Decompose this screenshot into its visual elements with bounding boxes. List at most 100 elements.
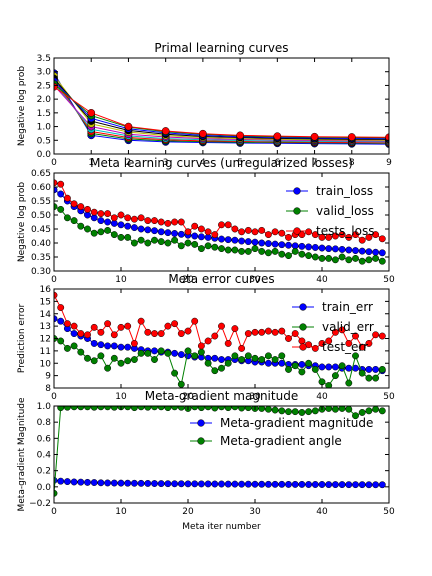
x-tick-label: 30: [249, 507, 261, 517]
y-tick-label: 1.5: [37, 109, 51, 119]
series-2-point: [331, 372, 339, 380]
x-tick-label: 8: [349, 158, 355, 168]
series-2-point: [57, 337, 65, 345]
y-tick-label: 1.0: [37, 402, 52, 412]
series-3-point: [63, 194, 71, 202]
panels: 0 1 2 3 4 5 6 7 8 90.00.51.01.52.02.53.03.5Primal…: [17, 41, 395, 532]
series-3-point: [238, 344, 246, 352]
series-3-point: [177, 330, 185, 337]
series-2-point: [224, 246, 232, 254]
x-tick-label: 30: [249, 275, 261, 285]
series-1-point: [231, 236, 239, 244]
series-2-point: [130, 356, 138, 363]
series-3-point: [90, 208, 98, 216]
x-axis-label: Meta iter number: [182, 522, 261, 532]
curve-10-point: [347, 133, 356, 141]
series-2-point: [298, 409, 306, 416]
series-2-point: [84, 354, 91, 362]
series-1-point: [151, 227, 158, 235]
y-tick-label: 11: [40, 347, 51, 357]
series-3-point: [244, 330, 252, 337]
series-3-point: [151, 217, 158, 225]
curve-10-point: [124, 122, 133, 131]
series-2-point: [104, 226, 112, 234]
series-3-point: [291, 330, 299, 337]
series-2-point: [338, 362, 346, 370]
series-2-point: [151, 356, 158, 363]
plot-area: [54, 69, 389, 148]
series-2-point: [331, 406, 339, 413]
series-1-point: [117, 221, 125, 229]
series-2-point: [278, 352, 286, 360]
series-2-point: [197, 245, 205, 253]
legend-marker: [299, 303, 307, 311]
series-1-point: [271, 480, 279, 488]
series-3-point: [365, 233, 373, 241]
series-3-point: [318, 340, 326, 347]
series-2-point: [137, 236, 145, 244]
series-1-point: [70, 478, 78, 486]
series-3-point: [130, 340, 138, 347]
series-1-point: [365, 481, 373, 489]
series-1-point: [97, 341, 105, 349]
series-3-point: [238, 228, 246, 236]
x-tick-label: 0: [51, 507, 57, 517]
series-2-point: [191, 406, 199, 411]
series-1-point: [331, 363, 339, 371]
y-tick-label: 12: [40, 335, 51, 345]
series-1-point: [298, 480, 306, 488]
series-1-point: [365, 248, 373, 256]
series-2-point: [244, 352, 252, 360]
legend-label: valid_err: [322, 320, 374, 334]
series-3-point: [137, 214, 145, 222]
series-3-point: [144, 217, 152, 225]
x-tick-label: 10: [115, 392, 127, 402]
series-2-point: [184, 239, 192, 247]
series-1-point: [244, 480, 252, 488]
series-1-point: [197, 233, 205, 241]
series-2-point: [278, 250, 286, 258]
series-3-point: [278, 229, 286, 237]
series-1-point: [124, 343, 132, 351]
series-1-point: [104, 479, 112, 487]
series-1-point: [164, 229, 172, 237]
series-2-point: [63, 344, 71, 352]
series-2-point: [130, 239, 138, 247]
curve-line-3: [54, 79, 389, 144]
series-3-point: [97, 210, 105, 218]
series-1-point: [110, 342, 118, 350]
x-tick-label: 40: [316, 392, 328, 402]
series-2-point: [110, 406, 118, 411]
x-tick-label: 4: [200, 158, 206, 168]
series-1-point: [325, 363, 333, 371]
series-1-point: [157, 228, 165, 236]
series-3-point: [104, 320, 112, 328]
series-1-point: [70, 330, 78, 337]
y-tick-label: 0.45: [31, 225, 51, 235]
series-3-point: [372, 231, 380, 239]
x-tick-label: 20: [182, 275, 194, 285]
series-2-point: [238, 406, 246, 412]
legend-label: tests_loss: [316, 224, 374, 238]
legend-marker: [299, 323, 307, 331]
legend-marker: [293, 187, 301, 195]
series-2-point: [311, 253, 319, 261]
legend-label: valid_loss: [316, 204, 374, 218]
series-3-point: [258, 226, 266, 234]
series-1-point: [54, 186, 58, 194]
series-3-point: [90, 323, 98, 331]
series-2-point: [258, 247, 266, 255]
series-3-point: [70, 322, 78, 330]
series-1-point: [54, 315, 58, 323]
y-tick-label: 2.5: [37, 81, 51, 91]
series-3-point: [110, 214, 118, 222]
chart-3: 0 10 20 30 40 50 8 9 10 11 12 13 14 15 16 Meta error cu…: [17, 272, 395, 402]
series-2-point: [378, 407, 386, 415]
series-2-point: [171, 369, 179, 377]
x-tick-label: 50: [383, 392, 395, 402]
series-2-point: [204, 359, 212, 367]
series-2-point: [97, 228, 105, 236]
series-2-point: [352, 352, 359, 360]
series-3-point: [54, 179, 58, 187]
series-3-point: [352, 231, 359, 239]
